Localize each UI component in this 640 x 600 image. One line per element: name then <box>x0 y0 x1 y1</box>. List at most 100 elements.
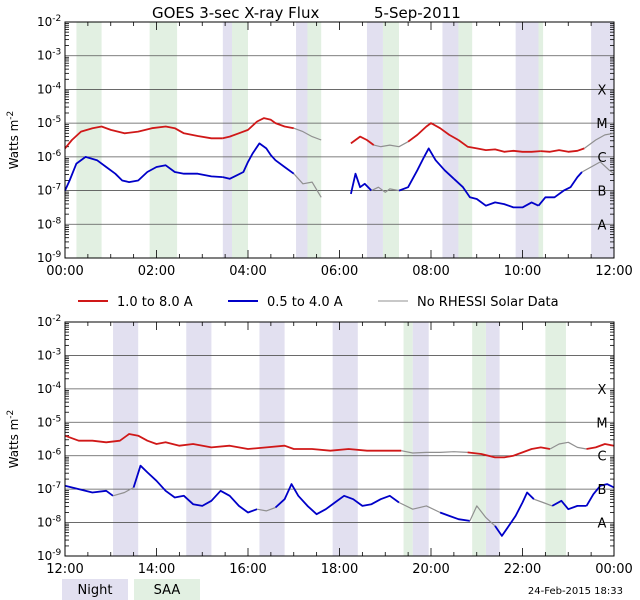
series-short-line <box>537 171 583 207</box>
series-long-line <box>549 441 587 450</box>
series-short-line <box>398 147 455 192</box>
series-long-line <box>540 147 585 153</box>
night-band <box>222 22 232 258</box>
x-tick-label: 20:00 <box>412 562 449 577</box>
flare-class-label: A <box>598 517 607 532</box>
saa-band <box>472 322 486 556</box>
y-tick-label: 10-3 <box>37 347 61 362</box>
x-tick-label: 12:00 <box>46 562 83 577</box>
y-tick-label: 10-4 <box>37 81 62 96</box>
legend-short-label: 0.5 to 4.0 A <box>267 295 343 310</box>
series-long-line <box>457 139 541 153</box>
saa-band <box>458 22 473 258</box>
plot-frame <box>64 21 615 259</box>
series-short-line <box>398 501 441 514</box>
y-tick-label: 10-6 <box>37 448 62 463</box>
night-band <box>332 322 358 556</box>
series-long-line <box>407 122 459 143</box>
x-tick-label: 00:00 <box>46 264 83 279</box>
y-tick-label: 10-4 <box>37 381 62 396</box>
series-short-line <box>453 178 539 209</box>
x-tick-label: 18:00 <box>321 562 358 577</box>
flare-class-label: M <box>596 416 607 431</box>
series-short-line <box>371 186 400 193</box>
bottom-panel: 10-9 10-8 10-7 10-6 10-5 10-4 10-3 10-2 12:00 14:… <box>6 314 633 577</box>
legend-long-label: 1.0 to 8.0 A <box>117 295 193 310</box>
series-short-line <box>256 506 276 512</box>
series-long-line <box>222 117 294 140</box>
chart-date: 5-Sep-2011 <box>374 4 461 22</box>
x-tick-label: 16:00 <box>229 562 266 577</box>
x-tick-label: 08:00 <box>412 264 449 279</box>
series-long-line <box>583 132 615 149</box>
x-tick-label: 22:00 <box>504 562 541 577</box>
series-long-line <box>293 127 322 141</box>
y-tick-label: 10-5 <box>37 414 61 429</box>
series-short-line <box>274 483 400 516</box>
x-tick-label: 14:00 <box>138 562 175 577</box>
flare-class-label: C <box>597 151 606 166</box>
series-long-line <box>401 450 468 454</box>
saa-band <box>149 22 178 258</box>
series-short-line <box>112 486 134 497</box>
y-tick-label: 10-8 <box>37 216 62 231</box>
series-short-line <box>581 161 615 175</box>
legend-night-swatch <box>62 579 128 600</box>
night-band <box>259 322 285 556</box>
legend: 1.0 to 8.0 A 0.5 to 4.0 A No RHESSI Sola… <box>62 295 559 600</box>
series-short-line <box>350 172 373 195</box>
night-band <box>366 22 383 258</box>
legend-saa-swatch <box>134 579 200 600</box>
saa-band <box>307 22 322 258</box>
series-short-line <box>585 483 615 507</box>
y-axis-label: Watts m-2 <box>6 111 21 170</box>
y-tick-label: 10-5 <box>37 115 61 130</box>
legend-night-label: Night <box>78 583 113 598</box>
y-tick-label: 10-9 <box>37 548 62 563</box>
series-long-line <box>64 125 223 149</box>
x-tick-label: 04:00 <box>229 264 266 279</box>
flare-class-label: C <box>597 450 606 465</box>
series-long-line <box>586 443 615 450</box>
legend-saa-label: SAA <box>154 583 181 598</box>
x-tick-label: 10:00 <box>504 264 541 279</box>
saa-band <box>382 22 399 258</box>
series-short-line <box>132 464 258 514</box>
x-tick-label: 00:00 <box>595 562 632 577</box>
night-band <box>186 322 212 556</box>
flare-class-label: X <box>598 83 607 98</box>
night-band <box>442 22 459 258</box>
night-band <box>113 322 139 556</box>
series-short-line <box>64 484 114 497</box>
series-short-line <box>293 173 322 198</box>
y-axis-label: Watts m-2 <box>6 410 21 469</box>
series-short-line <box>533 498 553 507</box>
series-long-line <box>350 135 375 146</box>
series-short-line <box>64 155 223 191</box>
y-tick-label: 10-2 <box>37 314 61 329</box>
flare-class-label: X <box>598 383 607 398</box>
series-short-line <box>551 499 587 511</box>
y-tick-label: 10-2 <box>37 14 61 29</box>
top-panel: 10-9 10-8 10-7 10-6 10-5 10-4 10-3 10-2 00:00 02:… <box>6 14 633 279</box>
y-tick-label: 10-9 <box>37 250 62 265</box>
flare-class-label: B <box>598 185 607 200</box>
saa-band <box>231 22 248 258</box>
series-short-line <box>469 505 496 527</box>
y-tick-label: 10-7 <box>37 183 61 198</box>
y-tick-label: 10-7 <box>37 481 61 496</box>
series-long-line <box>373 141 409 148</box>
x-tick-label: 12:00 <box>595 264 632 279</box>
legend-norhessi-label: No RHESSI Solar Data <box>417 295 559 310</box>
chart-title: GOES 3-sec X-ray Flux <box>152 4 319 22</box>
y-tick-label: 10-6 <box>37 149 62 164</box>
night-band <box>515 22 539 258</box>
series-long-line <box>467 446 551 459</box>
series-short-line <box>439 511 471 522</box>
night-band <box>412 322 429 556</box>
night-band <box>591 22 614 258</box>
flare-class-label: B <box>598 483 607 498</box>
night-band <box>296 22 308 258</box>
x-tick-label: 02:00 <box>138 264 175 279</box>
